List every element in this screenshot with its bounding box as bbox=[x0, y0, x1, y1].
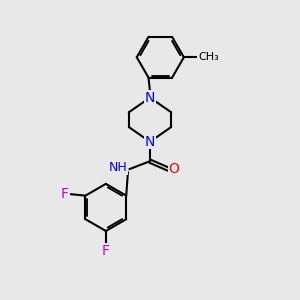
Text: F: F bbox=[102, 244, 110, 258]
Text: N: N bbox=[145, 91, 155, 105]
Text: NH: NH bbox=[109, 161, 128, 174]
Text: CH₃: CH₃ bbox=[198, 52, 219, 62]
Text: N: N bbox=[145, 135, 155, 149]
Text: O: O bbox=[169, 162, 180, 176]
Text: F: F bbox=[61, 187, 69, 201]
